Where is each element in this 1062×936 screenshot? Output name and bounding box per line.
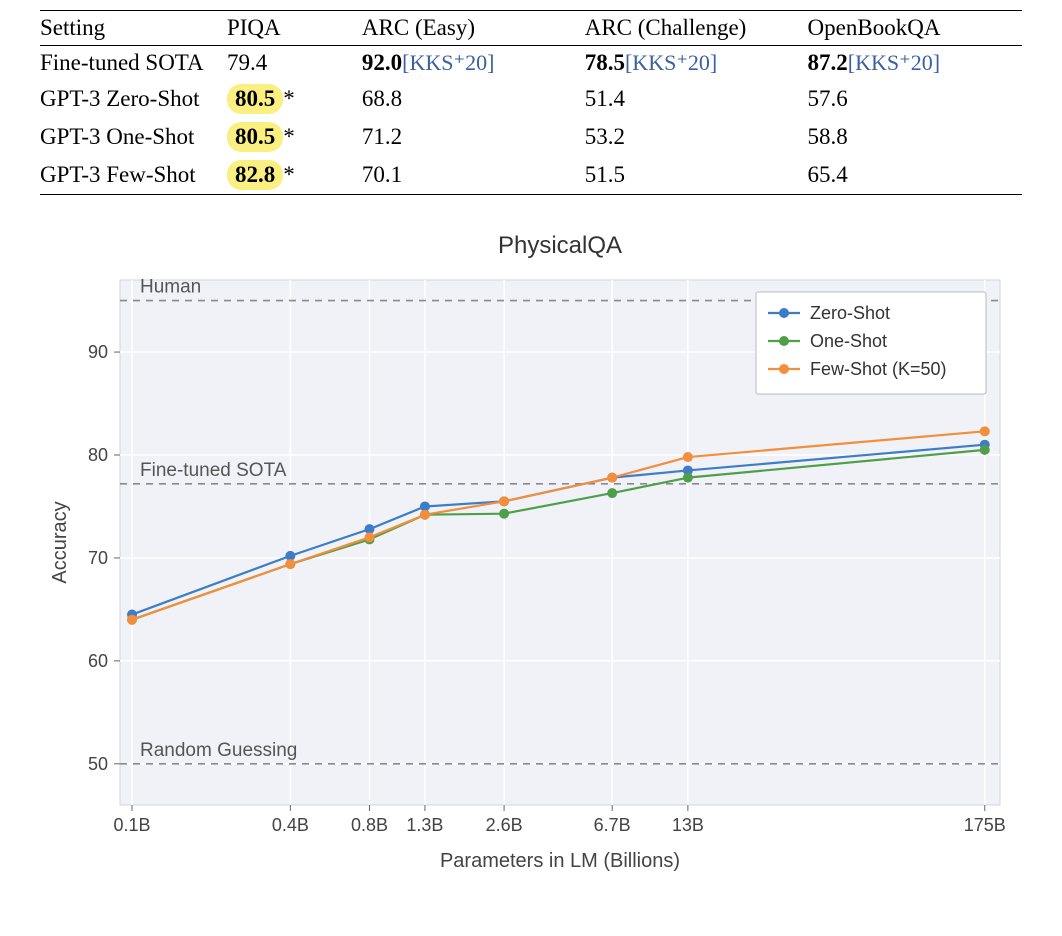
results-table: SettingPIQAARC (Easy)ARC (Challenge)Open… (40, 10, 1022, 195)
table-row: GPT-3 Few-Shot82.8*70.151.565.4 (40, 156, 1022, 195)
chart-marker (607, 473, 617, 483)
table-header-cell: PIQA (227, 11, 362, 46)
citation-link[interactable]: [KKS⁺20] (402, 50, 494, 75)
chart-marker (607, 488, 617, 498)
chart-ylabel: Accuracy (49, 501, 71, 583)
svg-text:50: 50 (88, 754, 108, 774)
physicalqa-chart: PhysicalQA Human Fine-tuned SOTA Random Gue… (40, 225, 1020, 885)
table-header-row: SettingPIQAARC (Easy)ARC (Challenge)Open… (40, 11, 1022, 46)
table-cell: GPT-3 Zero-Shot (40, 80, 227, 118)
chart-marker (499, 496, 509, 506)
svg-text:90: 90 (88, 342, 108, 362)
table-header-cell: ARC (Challenge) (585, 11, 808, 46)
chart-marker (683, 452, 693, 462)
legend-label: One-Shot (810, 331, 887, 351)
citation-link[interactable]: [KKS⁺20] (848, 50, 940, 75)
svg-text:0.4B: 0.4B (272, 815, 309, 835)
citation-link[interactable]: [KKS⁺20] (625, 50, 717, 75)
table-cell: 58.8 (808, 118, 1022, 156)
svg-text:0.8B: 0.8B (351, 815, 388, 835)
table-cell: 80.5* (227, 80, 362, 118)
table-cell: 71.2 (362, 118, 585, 156)
table-cell: 78.5[KKS⁺20] (585, 46, 808, 81)
table-cell: 82.8* (227, 156, 362, 195)
table-cell: GPT-3 Few-Shot (40, 156, 227, 195)
table-cell: 51.4 (585, 80, 808, 118)
table-body: Fine-tuned SOTA79.492.0[KKS⁺20]78.5[KKS⁺… (40, 46, 1022, 195)
table-row: GPT-3 One-Shot80.5*71.253.258.8 (40, 118, 1022, 156)
svg-text:60: 60 (88, 651, 108, 671)
reference-line-label: Fine-tuned SOTA (140, 460, 287, 481)
table-cell: 65.4 (808, 156, 1022, 195)
svg-text:6.7B: 6.7B (594, 815, 631, 835)
table-cell: 80.5* (227, 118, 362, 156)
svg-text:2.6B: 2.6B (486, 815, 523, 835)
table-header-cell: ARC (Easy) (362, 11, 585, 46)
chart-container: PhysicalQA Human Fine-tuned SOTA Random Gue… (40, 225, 1022, 885)
svg-text:175B: 175B (964, 815, 1006, 835)
table-cell: 57.6 (808, 80, 1022, 118)
svg-text:0.1B: 0.1B (114, 815, 151, 835)
legend-label: Few-Shot (K=50) (810, 359, 947, 379)
chart-marker (285, 559, 295, 569)
table-cell: 87.2[KKS⁺20] (808, 46, 1022, 81)
table-cell: 53.2 (585, 118, 808, 156)
table-header-cell: Setting (40, 11, 227, 46)
chart-marker (127, 615, 137, 625)
table-row: GPT-3 Zero-Shot80.5*68.851.457.6 (40, 80, 1022, 118)
table-cell: 70.1 (362, 156, 585, 195)
reference-line-label: Human (140, 277, 201, 298)
table-cell: 79.4 (227, 46, 362, 81)
table-cell: GPT-3 One-Shot (40, 118, 227, 156)
chart-title: PhysicalQA (498, 232, 622, 259)
chart-marker (364, 532, 374, 542)
table-header-cell: OpenBookQA (808, 11, 1022, 46)
chart-marker (980, 445, 990, 455)
chart-xlabel: Parameters in LM (Billions) (440, 850, 680, 872)
chart-marker (420, 510, 430, 520)
chart-legend: Zero-Shot One-Shot Few-Shot (K=50) (756, 292, 986, 394)
table-row: Fine-tuned SOTA79.492.0[KKS⁺20]78.5[KKS⁺… (40, 46, 1022, 81)
svg-text:1.3B: 1.3B (406, 815, 443, 835)
svg-text:80: 80 (88, 445, 108, 465)
table-cell: 92.0[KKS⁺20] (362, 46, 585, 81)
legend-label: Zero-Shot (810, 303, 890, 323)
chart-marker (499, 509, 509, 519)
table-cell: Fine-tuned SOTA (40, 46, 227, 81)
table-cell: 68.8 (362, 80, 585, 118)
svg-text:70: 70 (88, 548, 108, 568)
chart-marker (683, 473, 693, 483)
svg-text:13B: 13B (672, 815, 704, 835)
chart-marker (980, 426, 990, 436)
table-cell: 51.5 (585, 156, 808, 195)
reference-line-label: Random Guessing (140, 740, 297, 761)
